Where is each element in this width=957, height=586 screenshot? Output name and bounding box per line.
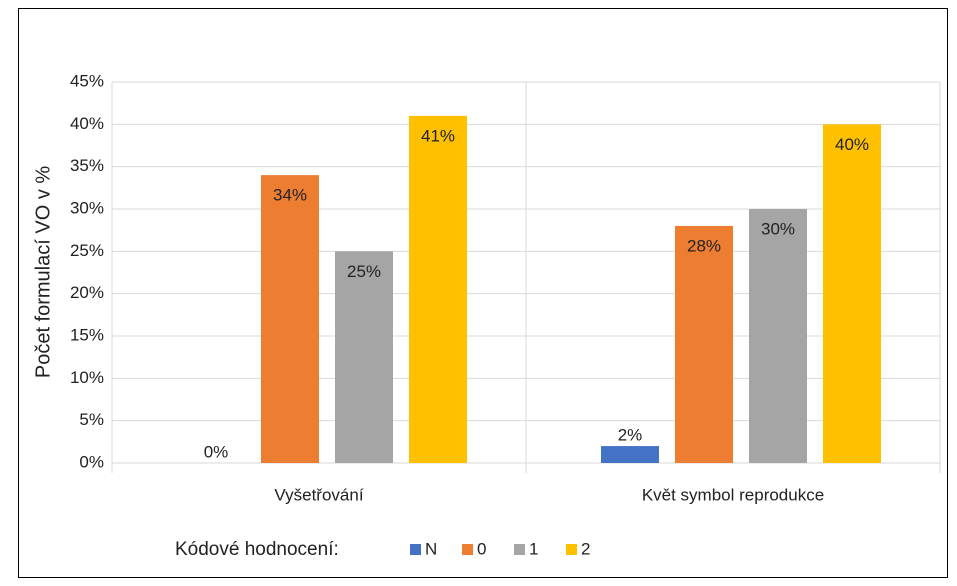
y-tick-label: 5% [79,410,104,429]
legend-label: 2 [581,539,590,558]
bar [601,446,659,463]
y-tick-label: 40% [70,114,104,133]
y-tick-label: 0% [79,452,104,471]
y-tick-label: 25% [70,241,104,260]
bar [261,175,319,463]
y-tick-label: 35% [70,156,104,175]
y-tick-label: 15% [70,325,104,344]
data-label: 28% [687,236,721,255]
x-tick-label: Květ symbol reprodukce [642,485,824,504]
legend-swatch [410,544,421,555]
legend-label: N [425,539,437,558]
bar [675,225,733,463]
data-label: 0% [204,442,229,461]
y-axis-label: Počet formulací VO v % [32,166,54,379]
y-tick-label: 30% [70,198,104,217]
data-label: 40% [835,135,869,154]
x-tick-label: Vyšetřování [274,485,363,504]
legend-swatch [514,544,525,555]
data-label: 2% [618,426,643,445]
bar [335,251,393,463]
bar [823,124,881,463]
data-label: 30% [761,219,795,238]
legend-swatch [462,544,473,555]
bar [409,115,467,463]
data-label: 34% [273,186,307,205]
legend-label: 0 [477,539,486,558]
y-tick-label: 10% [70,368,104,387]
data-label: 25% [347,262,381,281]
legend-label: 1 [529,539,538,558]
legend-title: Kódové hodnocení: [175,539,339,560]
y-tick-label: 45% [70,71,104,90]
data-label: 41% [421,126,455,145]
bar [749,209,807,463]
legend-swatch [566,544,577,555]
y-tick-label: 20% [70,283,104,302]
